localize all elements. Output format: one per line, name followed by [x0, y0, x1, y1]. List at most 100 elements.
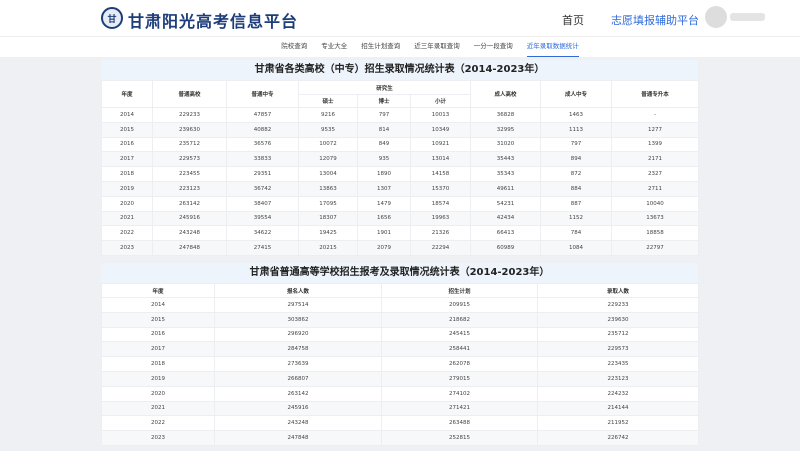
- table-cell: 2015: [101, 311, 215, 328]
- table-cell: 2014: [101, 107, 153, 123]
- table-cell: 12079: [298, 151, 358, 168]
- table-cell: -: [611, 107, 700, 123]
- subnav-item[interactable]: 近年录取数据统计: [526, 37, 579, 57]
- table-cell: 2023: [101, 240, 153, 256]
- table-cell: 296920: [214, 326, 382, 343]
- col-regular-college: 普通高校: [152, 80, 227, 108]
- table-cell: 18858: [611, 225, 700, 242]
- table-cell: 303862: [214, 311, 382, 328]
- table-cell: 10072: [298, 136, 358, 153]
- table-cell: 2327: [611, 166, 700, 182]
- table-cell: 1277: [611, 121, 700, 138]
- table-cell: 10921: [409, 136, 472, 153]
- table-cell: 2016: [101, 136, 153, 153]
- table-cell: 224232: [537, 385, 699, 402]
- table-row: 2018 273639 262078 223435: [101, 356, 699, 372]
- table-cell: 49611: [470, 180, 542, 197]
- table-cell: 34622: [226, 225, 299, 242]
- table-cell: 245916: [214, 400, 382, 417]
- table-cell: 22294: [409, 240, 472, 256]
- table-row: 2014 229233 47857 9216 797 10013 36828 1463-: [101, 107, 700, 123]
- table-cell: 894: [540, 151, 613, 168]
- table-cell: 10349: [409, 121, 472, 138]
- table-cell: 273639: [214, 356, 382, 372]
- table2-header: 录取人数: [537, 283, 699, 298]
- table-cell: 39554: [226, 210, 299, 227]
- table-row: 2016 296920 245415 235712: [101, 326, 699, 343]
- user-avatar[interactable]: [705, 6, 727, 28]
- sub-navigation: 院校查询 专业大全 招生计划查询 近三年录取查询 一分一段查询 近年录取数据统计: [0, 37, 800, 57]
- table-cell: 223123: [152, 180, 227, 197]
- table-cell: 229233: [537, 297, 699, 313]
- table-cell: 849: [357, 136, 411, 153]
- nav-home-link[interactable]: 首页: [562, 14, 584, 27]
- subnav-item[interactable]: 院校查询: [281, 42, 308, 50]
- table-cell: 266807: [214, 370, 382, 387]
- table-cell: 13863: [298, 180, 358, 197]
- col-master: 硕士: [298, 94, 358, 108]
- table-cell: 10040: [611, 195, 700, 212]
- table-cell: 19425: [298, 225, 358, 242]
- table-cell: 32995: [470, 121, 542, 138]
- col-adult-college: 成人高校: [470, 80, 542, 108]
- nav-volunteer-link[interactable]: 志愿填报辅助平台: [611, 14, 699, 27]
- table-cell: 1307: [357, 180, 411, 197]
- subnav-item[interactable]: 招生计划查询: [361, 42, 401, 50]
- col-regular-secondary: 普通中专: [226, 80, 299, 108]
- table-row: 2023 247848 252815 226742: [101, 430, 699, 446]
- table-cell: 2022: [101, 225, 153, 242]
- subnav-item[interactable]: 近三年录取查询: [414, 42, 460, 50]
- table-cell: 17095: [298, 195, 358, 212]
- table-cell: 247848: [214, 430, 382, 446]
- table-cell: 35443: [470, 151, 542, 168]
- subnav-item[interactable]: 一分一段查询: [473, 42, 513, 50]
- table-cell: 279015: [381, 370, 538, 387]
- table-cell: 239630: [537, 311, 699, 328]
- site-logo-icon[interactable]: 甘: [101, 7, 123, 29]
- table-row: 2022 243248 34622 19425 1901 21326 66413 784 188…: [101, 225, 700, 242]
- table-cell: 60989: [470, 240, 542, 256]
- table-cell: 271421: [381, 400, 538, 417]
- table-cell: 229573: [152, 151, 227, 168]
- table-cell: 2023: [101, 430, 215, 446]
- table-cell: 872: [540, 166, 613, 182]
- table-cell: 797: [357, 107, 411, 123]
- col-year: 年度: [101, 80, 153, 108]
- table-applications-admissions: 甘肃省普通高等学校招生报考及录取情况统计表（2014-2023年） 年度 报名人数…: [101, 263, 699, 446]
- table-cell: 27415: [226, 240, 299, 256]
- user-name-blurred[interactable]: [730, 13, 765, 21]
- table-cell: 245415: [381, 326, 538, 343]
- table-cell: 38407: [226, 195, 299, 212]
- table-cell: 1901: [357, 225, 411, 242]
- table-cell: 36576: [226, 136, 299, 153]
- table-cell: 20215: [298, 240, 358, 256]
- table-cell: 239630: [152, 121, 227, 138]
- table-cell: 797: [540, 136, 613, 153]
- col-graduate: 研究生: [297, 80, 472, 95]
- table-cell: 209915: [381, 297, 538, 313]
- table-cell: 223123: [537, 370, 699, 387]
- table-cell: 2019: [101, 370, 215, 387]
- table-cell: 14158: [409, 166, 472, 182]
- table-row: 2015 239630 40882 9535 814 10349 32995 1113 1277: [101, 121, 700, 138]
- table-cell: 54231: [470, 195, 542, 212]
- table2-header: 招生计划: [381, 283, 538, 298]
- col-upgrade: 普通专升本: [611, 80, 700, 108]
- table-cell: 2020: [101, 385, 215, 402]
- table-cell: 258441: [381, 341, 538, 358]
- table-cell: 263488: [381, 415, 538, 432]
- table-cell: 29351: [226, 166, 299, 182]
- table1-title: 甘肃省各类高校（中专）招生录取情况统计表（2014-2023年）: [101, 60, 698, 80]
- table-cell: 1656: [357, 210, 411, 227]
- table-cell: 13004: [298, 166, 358, 182]
- table-cell: 243248: [152, 225, 227, 242]
- table-cell: 15370: [409, 180, 472, 197]
- table-cell: 263142: [214, 385, 382, 402]
- table-cell: 35343: [470, 166, 542, 182]
- subnav-item[interactable]: 专业大全: [321, 42, 348, 50]
- table-cell: 2017: [101, 341, 215, 358]
- site-title[interactable]: 甘肃阳光高考信息平台: [128, 12, 299, 31]
- table-cell: 9535: [298, 121, 358, 138]
- table-cell: 42434: [470, 210, 542, 227]
- table-row: 2020 263142 274102 224232: [101, 385, 699, 402]
